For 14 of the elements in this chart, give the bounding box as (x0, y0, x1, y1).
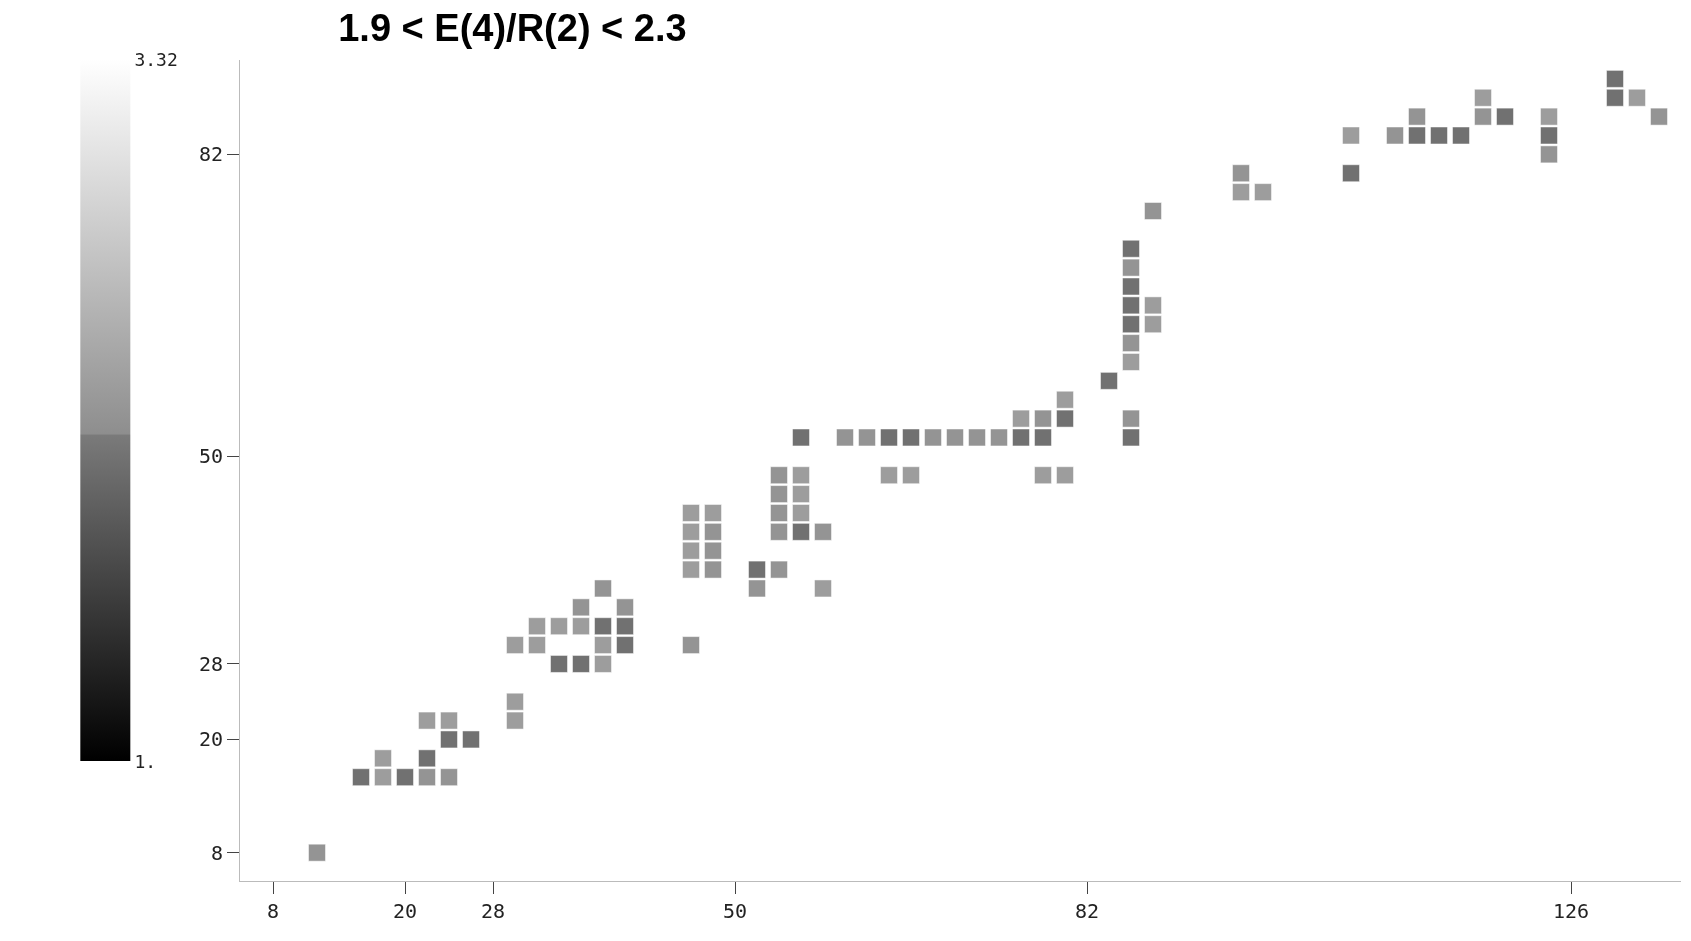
x-tick-label: 8 (266, 899, 280, 923)
x-tick-label: 82 (1074, 899, 1100, 923)
chart-title: 1.9 < E(4)/R(2) < 2.3 (338, 6, 687, 49)
x-tick-label: 126 (1552, 899, 1590, 923)
color-bar-label: 3.32 (134, 48, 178, 70)
y-tick-label: 20 (198, 727, 223, 752)
y-tick-label: 50 (198, 444, 223, 469)
y-tick-label: 82 (198, 142, 223, 167)
color-bar-label: 1. (134, 750, 157, 772)
x-tick-label: 50 (722, 899, 748, 923)
x-tick-label: 20 (392, 899, 418, 923)
y-tick-label: 28 (198, 651, 223, 676)
x-tick-label: 28 (480, 899, 506, 923)
y-tick-label: 8 (210, 840, 223, 865)
